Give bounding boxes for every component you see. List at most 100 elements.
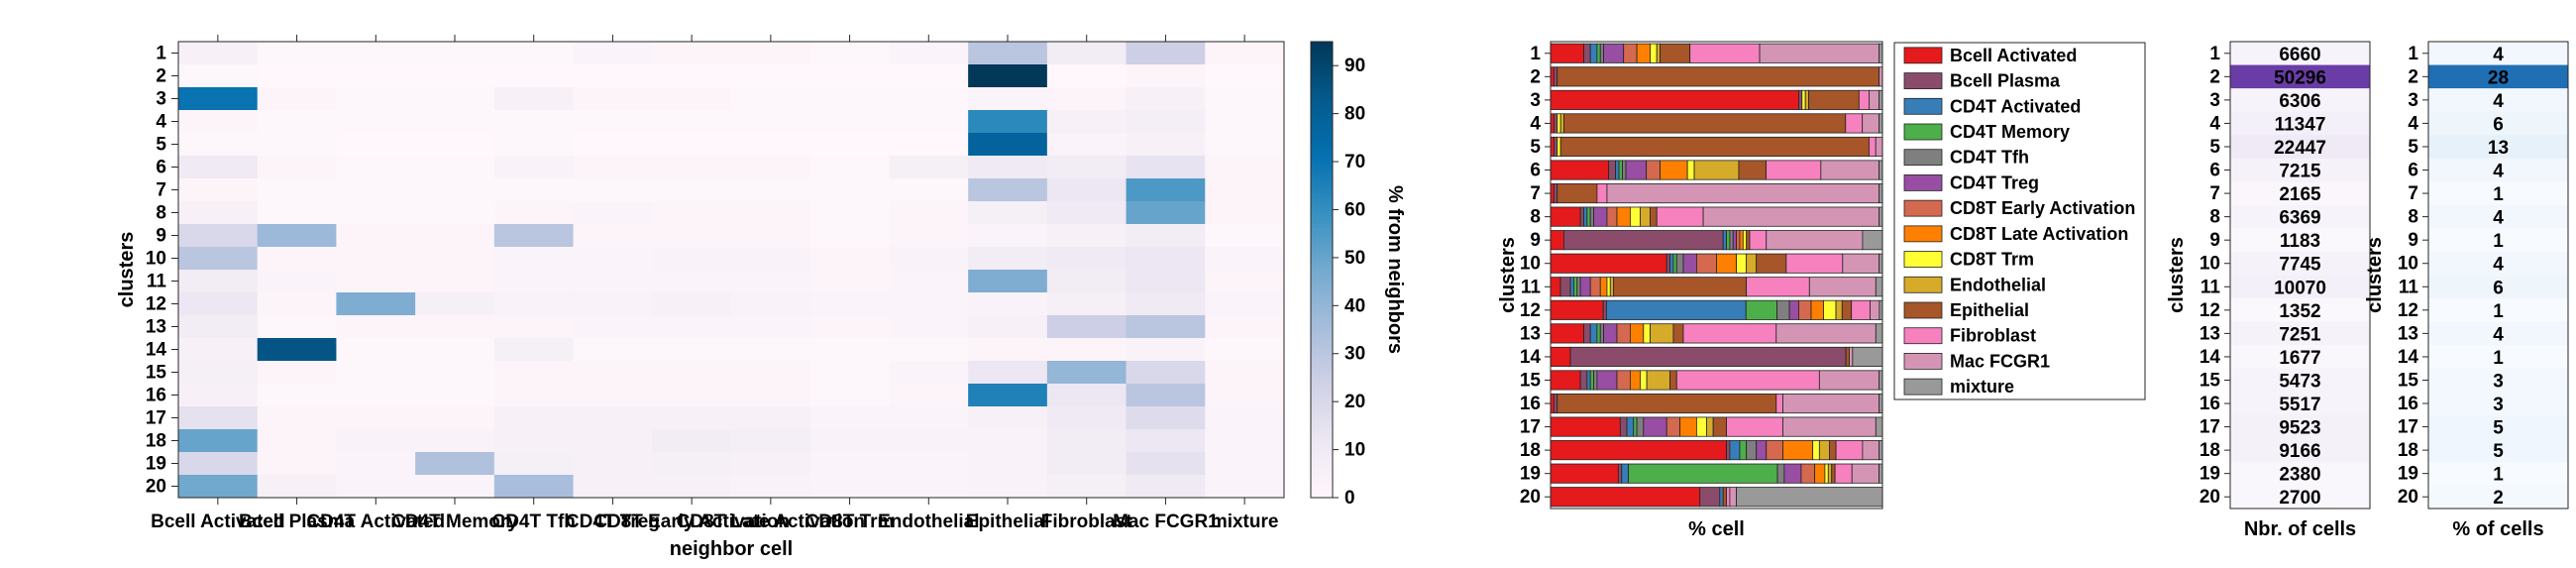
bar-segment: [1583, 323, 1591, 344]
heatmap-cell: [809, 247, 890, 271]
bar-segment: [1550, 416, 1621, 437]
heatmap-cell: [178, 452, 259, 476]
colorbar-band: [1311, 220, 1333, 225]
bar-segment: [1756, 253, 1787, 274]
bar-y-tick-label: 11: [1521, 277, 1542, 297]
heatmap-cell: [968, 178, 1048, 202]
heatmap-x-tick-label: Mac FCGR1: [1113, 511, 1219, 532]
heatmap-cell: [1126, 133, 1206, 157]
colorbar-band: [1311, 45, 1333, 51]
percent-table-cell: [2428, 88, 2568, 113]
heatmap-cell: [652, 201, 732, 225]
heatmap-y-tick-label: 9: [156, 226, 166, 247]
colorbar-band: [1311, 152, 1333, 157]
bar-segment: [1759, 43, 1880, 63]
heatmap-cell: [809, 361, 890, 385]
heatmap-cell: [493, 429, 575, 453]
heatmap-cell: [573, 292, 653, 316]
count-table-cell: [2230, 42, 2370, 65]
colorbar-band: [1311, 432, 1333, 438]
heatmap-cell: [257, 133, 337, 157]
bar-segment: [1618, 160, 1623, 180]
heatmap-cell: [415, 270, 495, 293]
percent-table-value: 4: [2493, 91, 2504, 112]
colorbar-band: [1311, 284, 1333, 289]
heatmap-cell: [1205, 452, 1285, 476]
colorbar-band: [1311, 455, 1333, 461]
heatmap-cell: [336, 201, 416, 225]
bar-segment: [1573, 277, 1578, 297]
heatmap-x-tick-label: CD4T Treg: [566, 511, 660, 532]
bar-segment: [1776, 299, 1790, 320]
count-table-cell: [2230, 345, 2370, 370]
heatmap-colorbar: 0 10 20 30 40 50 60 70 80 90 % from neighbors: [1310, 41, 1406, 509]
heatmap-cell: [968, 133, 1048, 157]
bar-y-tick-label: 7: [1530, 183, 1541, 204]
count-table-cell: [2230, 485, 2370, 510]
bar-segment: [1656, 206, 1704, 227]
bar-segment: [1613, 277, 1748, 297]
heatmap-cell: [731, 270, 811, 293]
bar-segment: [1556, 183, 1598, 204]
heatmap-cell: [1046, 338, 1127, 362]
colorbar-band: [1311, 106, 1333, 111]
heatmap-y-tick-label: 19: [146, 454, 166, 475]
heatmap-cell: [809, 292, 890, 316]
bar-segment: [1739, 230, 1744, 251]
heatmap-cell: [1205, 270, 1285, 293]
percent-table-row-label: 10: [2398, 254, 2418, 275]
colorbar-band: [1311, 90, 1333, 96]
colorbar-band: [1311, 113, 1333, 119]
percent-table-row-label: 13: [2398, 323, 2418, 344]
heatmap-cell: [731, 224, 811, 248]
heatmap-cell: [257, 247, 337, 271]
count-table-value: 1183: [2280, 231, 2320, 252]
count-table-row-label: 20: [2200, 487, 2220, 508]
bar-segment: [1636, 416, 1645, 437]
heatmap-cell: [731, 475, 811, 499]
heatmap-cell: [415, 384, 495, 407]
heatmap-cell: [336, 133, 416, 157]
heatmap-cell: [336, 475, 416, 499]
heatmap-cell: [889, 87, 969, 111]
bar-segment: [1626, 416, 1635, 437]
colorbar-band: [1311, 87, 1333, 92]
heatmap-cell: [1126, 87, 1206, 111]
bar-segment: [1849, 346, 1854, 367]
colorbar-frame: [1310, 41, 1334, 499]
heatmap-cell: [1205, 178, 1285, 202]
colorbar-band: [1311, 429, 1333, 434]
legend-swatch: [1903, 301, 1943, 319]
colorbar-band: [1311, 349, 1333, 354]
colorbar-band: [1311, 144, 1333, 149]
count-table-row-label: 5: [2209, 137, 2220, 158]
bar-segment: [1862, 113, 1880, 134]
count-table-x-axis-label: Nbr. of cells: [2244, 518, 2356, 540]
percent-table-row-label: 7: [2408, 183, 2418, 204]
legend-swatch: [1903, 47, 1943, 64]
heatmap-cell: [573, 406, 653, 430]
heatmap-cell: [1205, 110, 1285, 134]
count-table-cell: [2230, 392, 2370, 416]
count-table-value: 6660: [2279, 45, 2320, 65]
bar-segment: [1550, 183, 1555, 204]
heatmap-cell: [178, 201, 259, 225]
percent-table-row-label: 17: [2398, 417, 2418, 438]
colorbar-band: [1311, 110, 1333, 115]
heatmap-cell: [652, 247, 732, 271]
percent-table-value: 3: [2493, 371, 2504, 392]
heatmap-cell: [889, 338, 969, 362]
bar-segment: [1602, 299, 1607, 320]
percent-table-row-label: 12: [2398, 300, 2418, 321]
count-table-value: 2380: [2279, 465, 2320, 486]
heatmap-cell: [652, 224, 732, 248]
cell-type-legend: Bcell Activated Bcell Plasma CD4T Activate…: [1893, 42, 2146, 400]
colorbar-band: [1311, 243, 1333, 248]
colorbar-band: [1311, 391, 1333, 397]
heatmap-cell: [889, 315, 969, 339]
bar-segment: [1559, 277, 1571, 297]
colorbar-band: [1311, 463, 1333, 468]
bar-segment: [1550, 323, 1584, 344]
bar-segment: [1736, 253, 1748, 274]
heatmap-y-tick-label: 16: [146, 386, 166, 406]
